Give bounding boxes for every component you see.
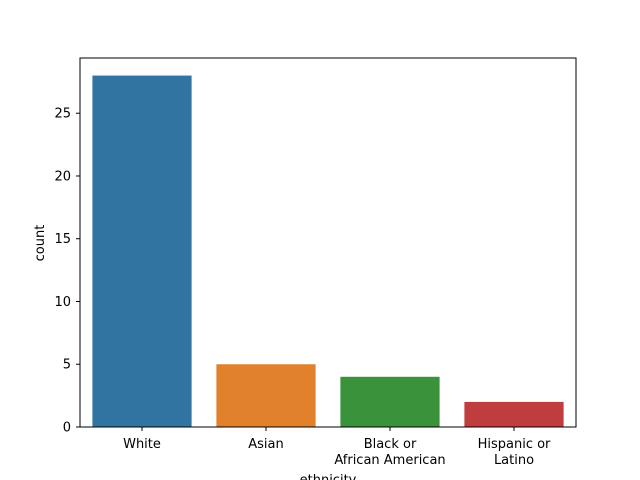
plot-frame: [79, 57, 577, 428]
bar-3: [464, 401, 564, 427]
bars-group: [92, 75, 564, 428]
y-tick-label-5: 25: [54, 107, 71, 122]
x-axis-ticks: White Asian Black or African American Hispan…: [123, 427, 551, 468]
y-tick-label-1: 5: [63, 358, 71, 373]
y-tick-label-2: 10: [54, 295, 71, 310]
bar-2: [340, 376, 440, 427]
x-tick-label-2: Black or African American: [334, 437, 445, 468]
y-axis-ticks: 0 5 10 15 20 25: [54, 107, 80, 436]
x-tick-label-1: Asian: [248, 437, 283, 452]
y-tick-label-0: 0: [63, 421, 71, 436]
x-tick-label-3: Hispanic or Latino: [478, 437, 551, 468]
y-axis-label: count: [33, 225, 48, 262]
bar-0: [92, 75, 192, 428]
x-tick-label-0: White: [123, 437, 161, 452]
bar-1: [216, 364, 316, 427]
y-tick-label-4: 20: [54, 169, 71, 184]
y-tick-label-3: 15: [54, 232, 71, 247]
x-axis-label: ethnicity: [300, 473, 357, 480]
